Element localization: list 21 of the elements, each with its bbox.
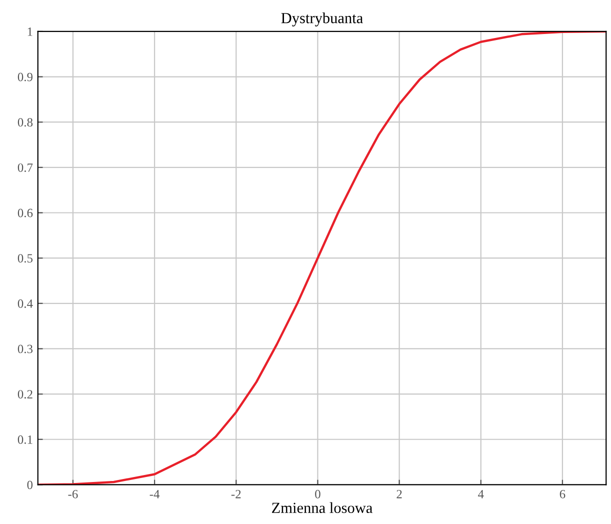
- x-tick-label: 6: [560, 490, 566, 498]
- x-tick-label: -4: [150, 490, 160, 498]
- y-tick-label: 0.4: [18, 299, 33, 308]
- y-tick-label: 0.2: [18, 390, 32, 399]
- x-tick-label: -2: [231, 490, 241, 498]
- y-tick-label: 0: [27, 480, 33, 490]
- y-tick-label: 0.7: [18, 163, 33, 172]
- y-tick-label: 0.8: [18, 118, 33, 127]
- y-tick-label: 0.1: [18, 435, 32, 444]
- x-axis-title: Zmienna losowa: [272, 502, 372, 514]
- y-tick-label: 0.5: [18, 254, 33, 263]
- chart-title: Dystrybuanta: [281, 12, 363, 26]
- line-series: [38, 31, 606, 485]
- x-tick-label: 0: [315, 490, 320, 498]
- x-tick-label: -6: [68, 490, 78, 498]
- x-tick-label: 4: [478, 490, 484, 498]
- y-tick-label: 0.9: [18, 72, 33, 82]
- y-tick-label: 0.3: [18, 344, 33, 354]
- x-tick-label: 2: [396, 490, 402, 498]
- y-tick-label: 0.6: [18, 208, 33, 218]
- y-tick-label: 1: [28, 28, 32, 36]
